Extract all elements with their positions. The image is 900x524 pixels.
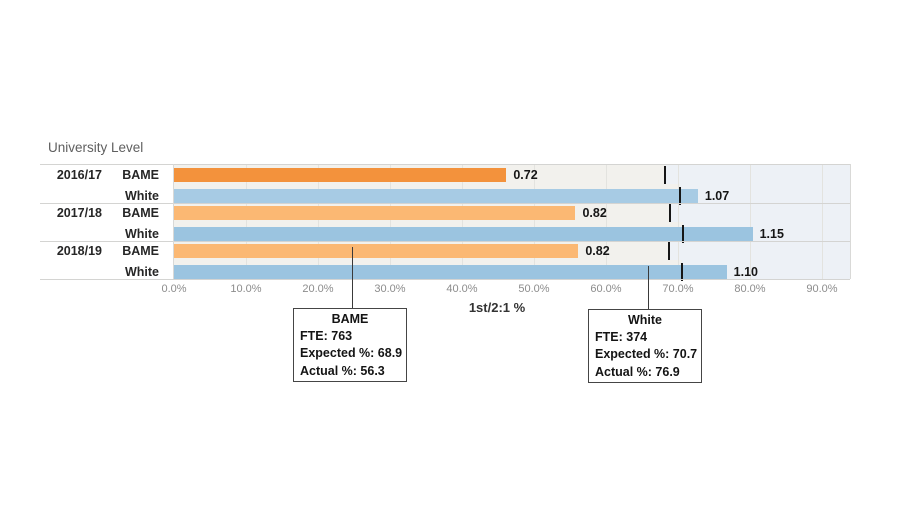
- gridline: [605, 164, 607, 279]
- axis-tick-label: 20.0%: [302, 283, 334, 295]
- bar-value-label: 0.82: [582, 205, 607, 220]
- bame-bar[interactable]: [173, 244, 579, 258]
- bame-bar[interactable]: [173, 206, 576, 220]
- white-bar[interactable]: [173, 227, 753, 241]
- tooltip-white: White FTE: 374 Expected %: 70.7 Actual %…: [588, 309, 702, 383]
- group-label: BAME: [122, 206, 159, 220]
- bar-value-label: 1.07: [704, 188, 730, 203]
- expected-marker[interactable]: [668, 203, 671, 222]
- expected-marker[interactable]: [681, 262, 684, 281]
- separator-line: [40, 202, 850, 204]
- chart-border-left: [173, 164, 174, 279]
- group-label: White: [124, 265, 159, 279]
- gridline: [389, 164, 391, 279]
- row-band-right: [669, 202, 850, 222]
- axis-tick-label: 60.0%: [590, 283, 622, 295]
- row-band-right: [669, 240, 850, 260]
- gridline: [317, 164, 319, 279]
- group-label: BAME: [122, 244, 159, 258]
- gridline: [533, 164, 535, 279]
- gridline: [245, 164, 247, 279]
- axis-tick-label: 80.0%: [734, 283, 766, 295]
- tooltip-heading: BAME: [331, 312, 369, 326]
- tooltip-heading: White: [627, 313, 663, 327]
- chart-border-right: [850, 164, 851, 279]
- white-bar[interactable]: [173, 265, 727, 279]
- expected-marker[interactable]: [663, 165, 666, 184]
- year-label: 2018/19: [56, 244, 102, 258]
- bar-value-label: 0.72: [513, 167, 538, 182]
- expected-marker[interactable]: [681, 224, 684, 243]
- expected-marker[interactable]: [668, 241, 671, 260]
- tooltip-pointer-line: [351, 247, 353, 308]
- axis-tick-label: 30.0%: [374, 283, 406, 295]
- axis-tick-label: 50.0%: [518, 283, 550, 295]
- group-label: White: [124, 189, 159, 203]
- tooltip-line: Actual %: 56.3: [300, 363, 385, 378]
- year-label: 2017/18: [56, 206, 102, 220]
- axis-tick-label: 10.0%: [230, 283, 262, 295]
- separator-line: [40, 240, 850, 242]
- axis-tick-label: 90.0%: [806, 283, 838, 295]
- tooltip-line: Actual %: 76.9: [595, 364, 680, 379]
- tooltip-bame: BAME FTE: 763 Expected %: 68.9 Actual %:…: [293, 308, 407, 382]
- tooltip-pointer-line: [647, 266, 649, 309]
- gridline: [677, 164, 679, 279]
- tooltip-line: Expected %: 70.7: [595, 347, 698, 362]
- axis-tick-label: 70.0%: [662, 283, 694, 295]
- page-title: University Level: [48, 140, 144, 155]
- gridline: [461, 164, 463, 279]
- expected-marker[interactable]: [678, 186, 681, 205]
- bar-value-label: 0.82: [585, 243, 610, 258]
- group-label: BAME: [122, 168, 159, 182]
- axis-title: 1st/2:1 %: [468, 300, 526, 315]
- chart-border-bottom: [40, 278, 850, 280]
- gridline: [749, 164, 751, 279]
- chart-border-top: [40, 164, 850, 165]
- tooltip-line: Expected %: 68.9: [300, 346, 403, 361]
- bar-value-label: 1.15: [759, 226, 784, 241]
- row-band-right: [664, 164, 850, 184]
- tooltip-line: FTE: 374: [595, 330, 648, 345]
- row-band-right: [679, 183, 850, 203]
- axis-tick-label: 0.0%: [161, 283, 187, 295]
- bar-value-label: 1.10: [733, 264, 759, 279]
- axis-tick-label: 40.0%: [446, 283, 478, 295]
- gridline: [821, 164, 823, 279]
- white-bar[interactable]: [173, 189, 698, 203]
- group-label: White: [124, 227, 159, 241]
- tooltip-line: FTE: 763: [300, 329, 353, 344]
- bame-bar[interactable]: [173, 168, 507, 182]
- year-label: 2016/17: [56, 168, 102, 182]
